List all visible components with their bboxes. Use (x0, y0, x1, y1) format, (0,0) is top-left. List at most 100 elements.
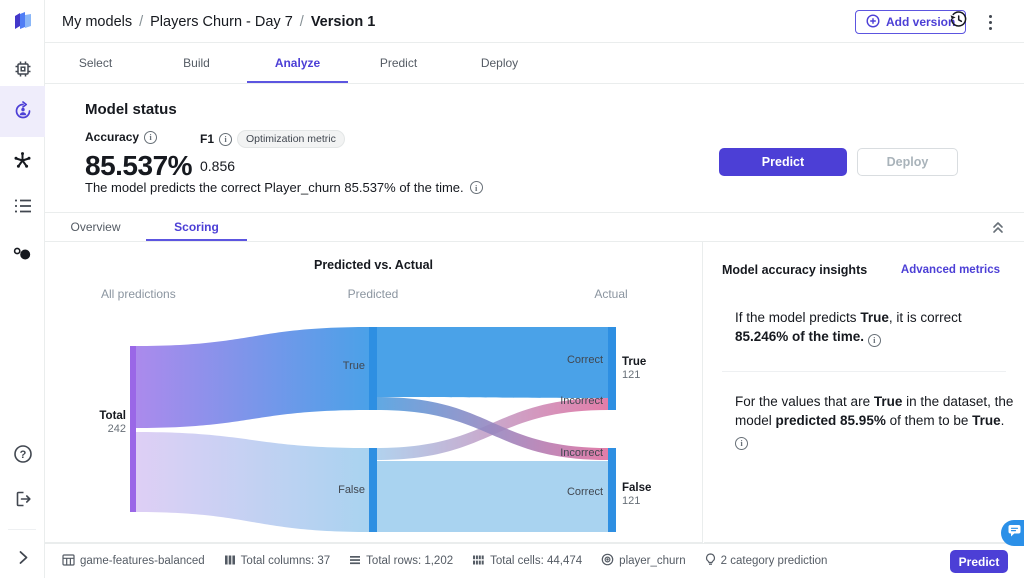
insight-precision-text: If the model predicts True, it is correc… (735, 310, 962, 347)
node-total (130, 346, 136, 512)
model-status-heading: Model status (85, 101, 177, 118)
sign-out-icon (14, 490, 32, 513)
flow-false-correct (377, 461, 608, 532)
breadcrumb-version: Version 1 (310, 13, 376, 30)
model-status-panel: Model status Accuracy i 85.537% F1 i Opt… (45, 84, 1024, 213)
info-icon[interactable]: i (735, 437, 748, 450)
deploy-button[interactable]: Deploy (857, 148, 958, 176)
rows-icon (349, 554, 361, 569)
sidebar-item-data-flows[interactable] (0, 245, 45, 268)
footer-predict-button[interactable]: Predict (950, 550, 1008, 573)
total-node-label: Total 242 (99, 410, 126, 435)
chat-support-button[interactable] (1001, 520, 1024, 546)
total-rows: Total rows: 1,202 (349, 554, 453, 569)
predict-button[interactable]: Predict (719, 148, 847, 176)
total-cells: Total cells: 44,474 (472, 554, 582, 569)
info-icon[interactable]: i (144, 130, 158, 144)
breadcrumb-my-models[interactable]: My models (62, 13, 133, 30)
scoring-chart-panel: Predicted vs. Actual All predictions Pre… (45, 242, 703, 543)
column-label-predicted: Predicted (347, 287, 399, 301)
add-circle-icon (866, 13, 880, 31)
tab-scoring[interactable]: Scoring (146, 213, 247, 241)
add-version-button[interactable]: Add version (855, 10, 967, 34)
sidebar-expand-button[interactable] (0, 550, 45, 570)
tab-analyze[interactable]: Analyze (247, 43, 348, 83)
link-label-true-incorrect: Incorrect (560, 447, 603, 459)
optimization-metric-badge: Optimization metric (237, 130, 345, 148)
bulb-icon (705, 553, 716, 569)
sidebar-item-help[interactable]: ? (0, 444, 45, 469)
node-predicted-true (369, 327, 377, 410)
sidebar-active-highlight (0, 86, 45, 137)
tab-deploy[interactable]: Deploy (480, 56, 519, 70)
f1-label: F1 (200, 132, 215, 146)
asterisk-icon (13, 151, 32, 175)
info-icon[interactable]: i (219, 132, 233, 146)
tab-build[interactable]: Build (183, 56, 210, 70)
advanced-metrics-link[interactable]: Advanced metrics (900, 264, 1000, 276)
table-icon (62, 553, 75, 569)
breadcrumb: My models / Players Churn - Day 7 / Vers… (62, 0, 375, 43)
model-status-description: The model predicts the correct Player_ch… (85, 180, 483, 195)
tab-select[interactable]: Select (78, 56, 113, 70)
target-icon (601, 553, 614, 569)
flow-total-to-false (136, 432, 369, 532)
info-icon[interactable]: i (469, 181, 483, 194)
collapse-icon (992, 221, 1004, 238)
column-label-actual: Actual (594, 287, 628, 301)
kebab-menu-icon (988, 14, 992, 30)
collapse-panel-button[interactable] (992, 221, 1004, 239)
processor-icon (14, 60, 32, 83)
version-history-button[interactable] (948, 10, 968, 34)
breadcrumb-model-name[interactable]: Players Churn - Day 7 (150, 13, 293, 30)
total-columns: Total columns: 37 (224, 554, 330, 569)
info-icon[interactable]: i (867, 334, 881, 347)
sidebar-item-my-models[interactable] (0, 101, 45, 126)
circles-icon (13, 245, 32, 268)
svg-text:?: ? (19, 449, 26, 461)
chevron-right-icon (17, 550, 29, 570)
sidebar-item-home[interactable] (0, 10, 45, 37)
actual-true-node-label: True 121 (622, 356, 647, 381)
dataset-status-bar: game-features-balanced Total columns: 37… (45, 543, 1024, 578)
accuracy-metric: Accuracy i 85.537% (85, 130, 193, 182)
history-icon (949, 10, 968, 34)
chart-title: Predicted vs. Actual (313, 258, 434, 272)
f1-metric: F1 i Optimization metric 0.856 (200, 130, 345, 174)
sidebar-item-ready-models[interactable] (0, 151, 45, 175)
flow-true-correct (377, 327, 608, 398)
sidebar-item-datasets[interactable] (0, 60, 45, 83)
more-actions-button[interactable] (980, 12, 1000, 32)
accuracy-value: 85.537% (85, 150, 193, 181)
app-logo-icon (12, 10, 34, 37)
sidebar-item-jobs[interactable] (0, 198, 45, 219)
tab-predict[interactable]: Predict (379, 56, 418, 70)
accuracy-label: Accuracy (85, 130, 140, 144)
actual-false-node-label: False 121 (622, 482, 652, 507)
columns-icon (224, 554, 236, 569)
model-accuracy-insights-panel: Model accuracy insights Advanced metrics… (704, 242, 1024, 543)
insights-divider (722, 371, 1006, 372)
model-training-icon (13, 101, 33, 126)
top-header: My models / Players Churn - Day 7 / Vers… (45, 0, 1024, 43)
node-predicted-false (369, 448, 377, 532)
sidebar-divider (8, 529, 36, 530)
target-column: player_churn (601, 553, 686, 569)
tab-overview[interactable]: Overview (70, 220, 121, 234)
workflow-tabs: Select Build Analyze Predict Deploy (45, 43, 1024, 84)
chat-icon (1007, 523, 1022, 543)
flow-total-to-true (136, 327, 369, 428)
sidebar-item-sign-out[interactable] (0, 490, 45, 513)
add-version-label: Add version (886, 15, 956, 29)
link-label-true-correct: Correct (566, 354, 603, 366)
node-actual-false (608, 448, 616, 532)
node-actual-true (608, 327, 616, 410)
link-label-false-correct: Correct (566, 486, 603, 498)
help-icon: ? (13, 444, 33, 469)
insights-heading: Model accuracy insights (722, 263, 868, 277)
link-label-false-incorrect: Incorrect (560, 395, 603, 407)
f1-value: 0.856 (200, 158, 236, 174)
analyze-subtabs: Overview Scoring (45, 213, 1024, 242)
predicted-false-label: False (338, 484, 365, 496)
